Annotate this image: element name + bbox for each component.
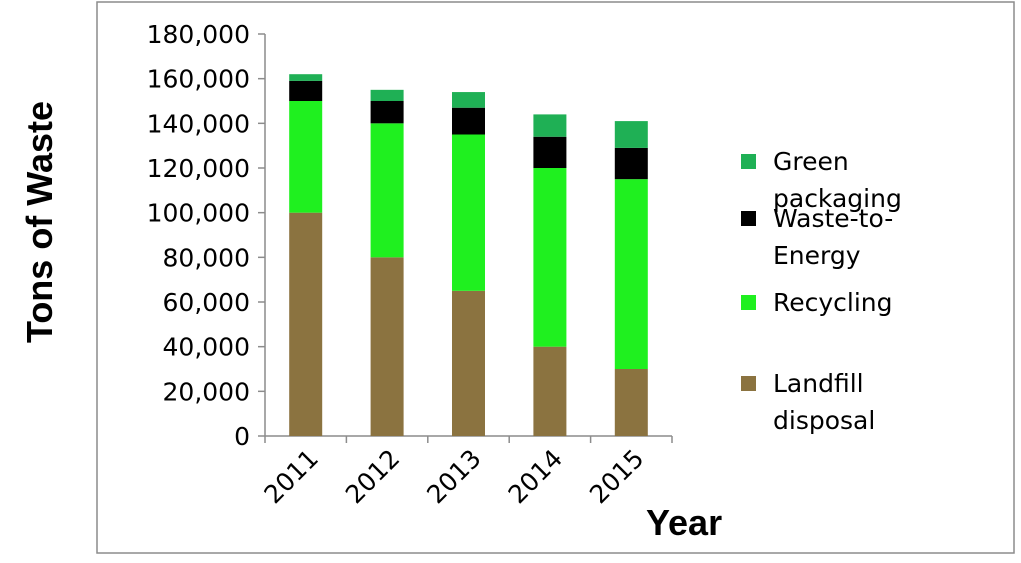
y-tick-label: 180,000 <box>147 20 250 49</box>
y-tick-label: 80,000 <box>163 243 250 272</box>
bar-segment-recycling <box>452 134 485 291</box>
y-tick-label: 140,000 <box>147 109 250 138</box>
legend-swatch-landfill <box>741 376 756 391</box>
y-tick-label: 20,000 <box>163 377 250 406</box>
bar-segment-recycling <box>289 101 323 213</box>
y-tick-label: 0 <box>234 422 250 451</box>
bar-segment-landfill <box>289 212 323 436</box>
y-tick-label: 40,000 <box>163 333 250 362</box>
bar-segment-recycling <box>614 179 648 369</box>
bar-segment-green <box>370 89 404 101</box>
bar-segment-wte <box>289 80 323 101</box>
legend-swatch-wte <box>741 211 756 226</box>
legend-label-landfill: disposal <box>773 406 875 435</box>
legend-label-wte: Energy <box>773 241 861 270</box>
legend-label-recycling: Recycling <box>773 288 893 317</box>
bar-segment-recycling <box>370 123 404 258</box>
legend-label-green: packaging <box>773 184 902 213</box>
legend-label-wte: Waste-to- <box>773 204 893 233</box>
bar-segment-green <box>533 114 567 137</box>
y-tick-label: 60,000 <box>163 288 250 317</box>
bar-segment-wte <box>452 107 485 135</box>
x-axis-title: Year <box>646 502 722 543</box>
bar-segment-green <box>289 74 323 81</box>
legend-label-landfill: Landfill <box>773 369 864 398</box>
bar-segment-wte <box>370 101 404 124</box>
legend-swatch-recycling <box>741 295 756 310</box>
y-tick-label: 120,000 <box>147 154 250 183</box>
bar-segment-wte <box>533 136 567 168</box>
bar-segment-green <box>614 121 648 148</box>
y-axis-title: Tons of Waste <box>19 101 60 343</box>
bar-segment-green <box>452 92 485 108</box>
bar-segment-landfill <box>533 346 567 436</box>
bar-segment-wte <box>614 147 648 180</box>
bar-segment-landfill <box>452 290 485 436</box>
bar-segment-recycling <box>533 168 567 347</box>
legend-label-green: Green <box>773 147 849 176</box>
legend-swatch-green <box>741 154 756 169</box>
y-tick-label: 100,000 <box>147 199 250 228</box>
y-tick-label: 160,000 <box>147 65 250 94</box>
bar-segment-landfill <box>614 369 648 436</box>
bar-segment-landfill <box>370 257 404 436</box>
